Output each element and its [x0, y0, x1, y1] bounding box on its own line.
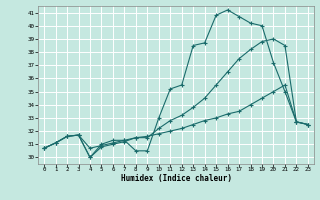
X-axis label: Humidex (Indice chaleur): Humidex (Indice chaleur)	[121, 174, 231, 183]
